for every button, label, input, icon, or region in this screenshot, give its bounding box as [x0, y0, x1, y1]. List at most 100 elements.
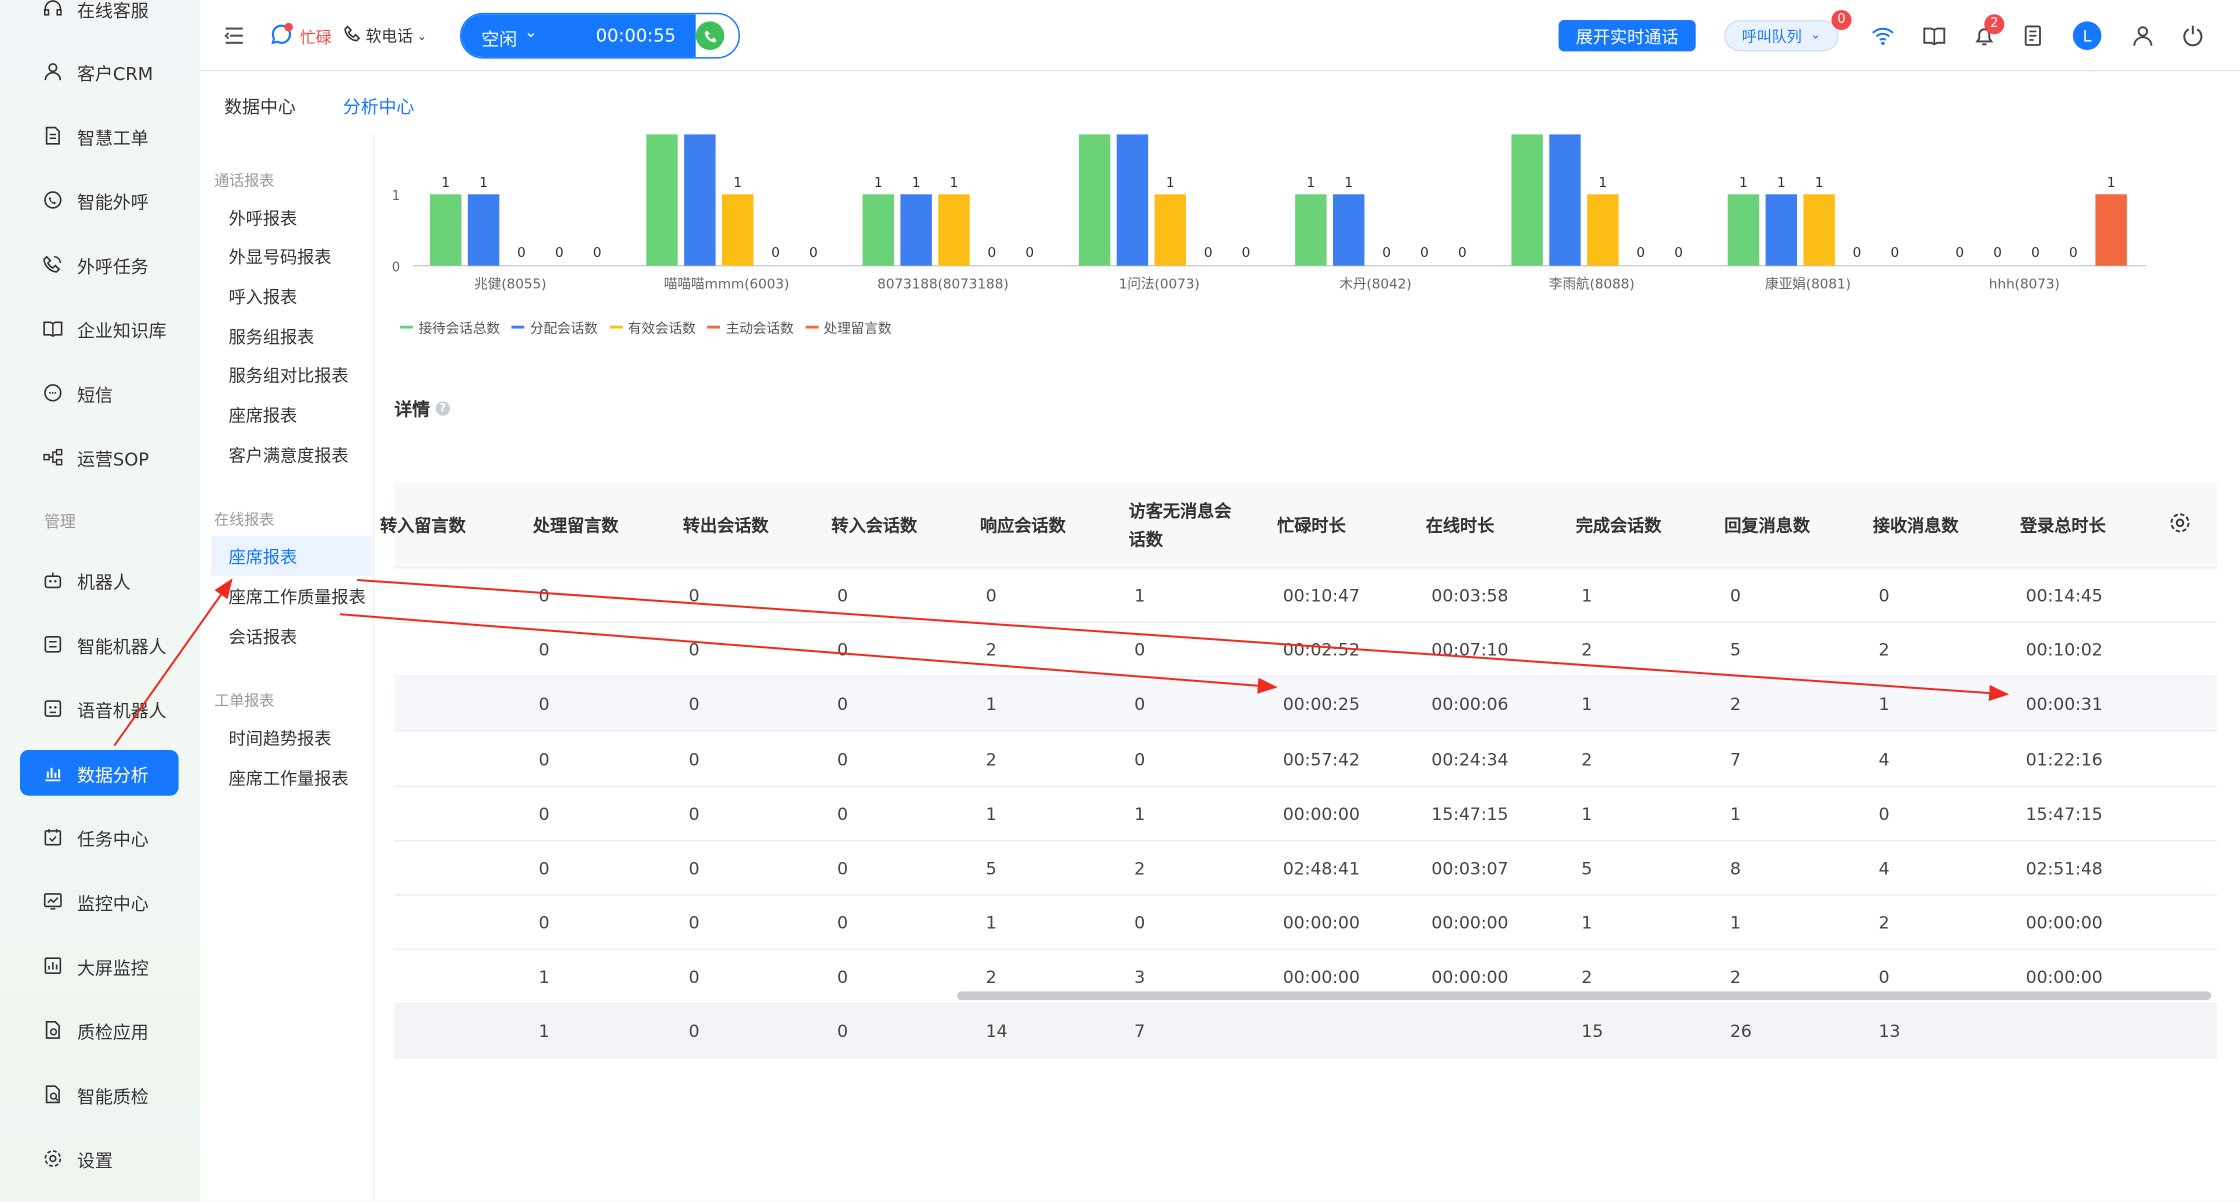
- sidebar-item-bar-chart[interactable]: 数据分析: [19, 749, 179, 796]
- column-header[interactable]: 转出会话数: [682, 515, 769, 536]
- legend-item[interactable]: 接待会话总数: [399, 317, 500, 337]
- sidebar-item-whatsapp-phone[interactable]: 智能外呼: [20, 177, 179, 223]
- column-header[interactable]: 响应会话数: [979, 515, 1066, 536]
- x-tick-label: 喵喵喵mmm(6003): [664, 277, 789, 293]
- column-header[interactable]: 完成会话数: [1575, 515, 1662, 536]
- sidebar-item-book[interactable]: 企业知识库: [20, 306, 179, 352]
- submenu-item[interactable]: 座席工作量报表: [228, 767, 349, 788]
- book-open-icon[interactable]: [1921, 23, 1947, 49]
- sidebar-item-robot[interactable]: 机器人: [20, 557, 179, 603]
- table-cell: 0: [688, 749, 700, 770]
- notification-badge: 2: [1984, 14, 2005, 35]
- submenu-item[interactable]: 座席报表: [228, 405, 298, 426]
- sidebar-item-headset[interactable]: 在线客服: [20, 0, 179, 31]
- chart-bar: [1295, 194, 1327, 266]
- column-header[interactable]: 在线时长: [1425, 515, 1495, 536]
- column-header[interactable]: 登录总时长: [2019, 515, 2106, 536]
- column-header[interactable]: 忙碌时长: [1277, 515, 1346, 536]
- soft-phone-selector[interactable]: 软电话 ⌄: [343, 24, 427, 47]
- expand-realtime-call-button[interactable]: 展开实时通话: [1558, 19, 1696, 52]
- column-header[interactable]: 回复消息数: [1724, 515, 1811, 536]
- submenu-item[interactable]: 座席报表: [211, 535, 372, 576]
- legend-item[interactable]: 处理留言数: [805, 317, 892, 337]
- table-row[interactable]: 0 0 0 0 1 00:10:47 00:03:58 1 0 0 00:14:45: [394, 569, 2218, 623]
- sidebar-item-sms[interactable]: 短信: [20, 370, 179, 416]
- tab-data-center[interactable]: 数据中心: [224, 95, 296, 118]
- submenu-item[interactable]: 外呼报表: [228, 207, 298, 228]
- table-cell: 0: [688, 858, 700, 879]
- sidebar-item-qc-app[interactable]: 质检应用: [20, 1007, 179, 1053]
- table-cell: 00:02:52: [1282, 640, 1360, 661]
- call-status-pill[interactable]: 空闲 ⌄ 00:00:55: [459, 12, 740, 59]
- table-cell: 0: [837, 913, 849, 934]
- submenu-item[interactable]: 外显号码报表: [228, 247, 332, 268]
- column-header[interactable]: 转入留言数: [379, 515, 466, 536]
- column-header[interactable]: 访客无消息会话数: [1128, 501, 1232, 550]
- sidebar-item-voice-robot[interactable]: 语音机器人: [20, 686, 179, 732]
- tab-analysis-center[interactable]: 分析中心: [342, 95, 415, 118]
- bar-data-label: 0: [1420, 245, 1429, 261]
- table-cell: 00:00:00: [1282, 913, 1360, 934]
- submenu-item[interactable]: 座席工作质量报表: [228, 586, 366, 607]
- sidebar-item-monitor-chart[interactable]: 监控中心: [20, 879, 179, 925]
- sidebar-item-smart-qc[interactable]: 智能质检: [20, 1071, 179, 1117]
- horizontal-scrollbar[interactable]: [957, 991, 2212, 1000]
- column-header[interactable]: 转入会话数: [831, 515, 918, 536]
- table-row[interactable]: 0 0 0 2 0 00:02:52 00:07:10 2 5 2 00:10:02: [394, 623, 2218, 678]
- table-row[interactable]: 0 0 0 1 1 00:00:00 15:47:15 1 1 0 15:47:15: [394, 787, 2218, 842]
- table-cell: 00:00:00: [1282, 967, 1360, 988]
- sidebar-item-label: 机器人: [77, 570, 131, 593]
- status-switch[interactable]: 忙碌: [269, 21, 331, 52]
- sidebar-item-settings[interactable]: 设置: [20, 1136, 179, 1182]
- chart-bar: [1116, 134, 1149, 266]
- headset-icon: [43, 0, 63, 19]
- submenu-item[interactable]: 时间趋势报表: [228, 727, 332, 748]
- table-row[interactable]: 1 0 0 2 3 00:00:00 00:00:00 2 2 0 00:00:00: [394, 951, 2218, 1005]
- menu-toggle-icon[interactable]: [223, 24, 246, 47]
- chevron-down-icon: ⌄: [417, 29, 427, 43]
- sidebar-item-flow[interactable]: 运营SOP: [20, 434, 179, 480]
- power-icon[interactable]: [2180, 23, 2206, 49]
- notes-icon[interactable]: [2020, 23, 2046, 49]
- column-settings-icon[interactable]: [2169, 511, 2192, 534]
- x-tick-label: 8073188(8073188): [877, 277, 1008, 293]
- sidebar-item-document[interactable]: 智慧工单: [20, 113, 179, 159]
- sidebar-item-label: 大屏监控: [77, 956, 149, 978]
- table-cell: 0: [688, 694, 700, 715]
- legend-item[interactable]: 分配会话数: [511, 317, 598, 337]
- table-row[interactable]: 0 0 0 2 0 00:57:42 00:24:34 2 7 4 01:22:16: [394, 732, 2218, 787]
- table-row[interactable]: 0 0 0 1 0 00:00:25 00:00:06 1 2 1 00:00:31: [394, 677, 2218, 732]
- chart-bar: [1727, 194, 1760, 266]
- bar-data-label: 0: [1382, 245, 1391, 261]
- table-cell: 4: [1878, 749, 1890, 770]
- sidebar-item-big-screen[interactable]: 大屏监控: [20, 943, 179, 989]
- sidebar-item-user[interactable]: 客户CRM: [20, 49, 179, 95]
- user-icon[interactable]: [2130, 23, 2156, 49]
- legend-swatch: [399, 325, 413, 329]
- table-cell: 0: [837, 585, 849, 606]
- table-row[interactable]: 0 0 0 5 2 02:48:41 00:03:07 5 8 4 02:51:48: [394, 841, 2218, 896]
- submenu-item[interactable]: 服务组对比报表: [228, 366, 349, 387]
- legend-item[interactable]: 主动会话数: [707, 317, 794, 337]
- sidebar-item-calendar-check[interactable]: 任务中心: [20, 814, 179, 860]
- call-queue-button[interactable]: 呼叫队列 ⌄: [1724, 19, 1839, 52]
- sidebar-item-smart-robot[interactable]: 智能机器人: [20, 621, 179, 667]
- bar-data-label: 1: [874, 175, 883, 191]
- submenu-item[interactable]: 会话报表: [228, 626, 298, 647]
- call-status-fill: [461, 14, 696, 58]
- table-cell: 01:22:16: [2025, 749, 2103, 770]
- avatar[interactable]: L: [2072, 21, 2102, 50]
- submenu-item[interactable]: 呼入报表: [228, 286, 298, 307]
- submenu-item[interactable]: 服务组报表: [228, 326, 315, 347]
- help-icon[interactable]: ?: [435, 400, 451, 415]
- call-state[interactable]: 空闲: [481, 28, 518, 50]
- table-row[interactable]: 0 0 0 1 0 00:00:00 00:00:00 1 1 2 00:00:00: [394, 896, 2218, 951]
- legend-item[interactable]: 有效会话数: [609, 317, 696, 337]
- submenu-section: 在线报表: [214, 511, 275, 529]
- column-header[interactable]: 处理留言数: [532, 515, 619, 536]
- sidebar-item-phone-task[interactable]: 外呼任务: [20, 241, 179, 287]
- column-header[interactable]: 接收消息数: [1872, 515, 1959, 536]
- answer-call-icon[interactable]: [695, 21, 725, 50]
- center-tabs: 数据中心 分析中心: [199, 71, 2240, 135]
- submenu-item[interactable]: 客户满意度报表: [228, 445, 349, 466]
